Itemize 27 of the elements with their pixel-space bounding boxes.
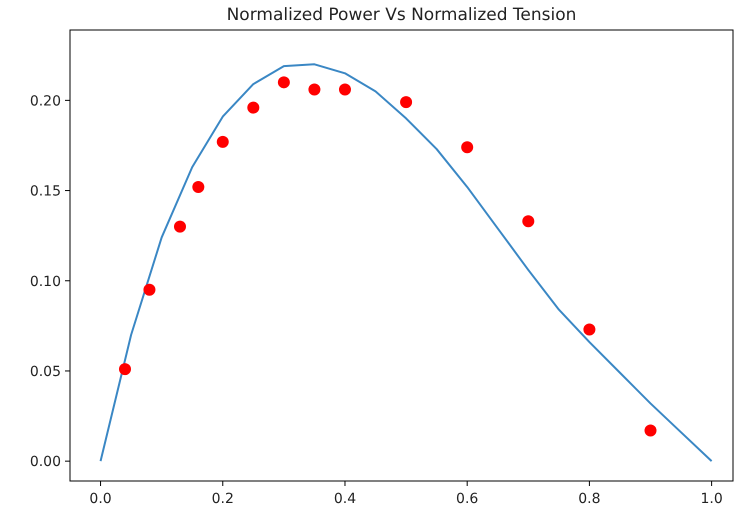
y-tick-label: 0.10 bbox=[30, 274, 61, 290]
y-tick-label: 0.00 bbox=[30, 454, 61, 470]
point bbox=[247, 102, 260, 114]
point bbox=[192, 180, 204, 193]
point bbox=[400, 96, 412, 108]
chart-title: Normalized Power Vs Normalized Tension bbox=[226, 5, 576, 25]
point bbox=[174, 220, 186, 233]
x-tick-label: 0.2 bbox=[212, 491, 234, 507]
y-tick-label: 0.05 bbox=[30, 364, 61, 380]
x-tick-label: 1.0 bbox=[700, 491, 723, 507]
point bbox=[278, 76, 290, 88]
point bbox=[118, 363, 131, 376]
point bbox=[308, 84, 320, 96]
point bbox=[338, 84, 351, 96]
x-tick-label: 0.0 bbox=[89, 491, 112, 507]
point bbox=[461, 141, 474, 154]
y-tick-label: 0.20 bbox=[30, 93, 61, 110]
x-tick-label: 0.6 bbox=[456, 491, 478, 507]
point bbox=[583, 323, 596, 336]
point bbox=[644, 424, 657, 436]
x-tick-label: 0.4 bbox=[334, 491, 356, 507]
point bbox=[522, 215, 534, 228]
y-tick-label: 0.15 bbox=[30, 184, 61, 200]
point bbox=[143, 284, 156, 296]
line-series bbox=[100, 63, 713, 462]
point bbox=[216, 136, 229, 148]
x-tick-label: 0.8 bbox=[578, 491, 601, 507]
